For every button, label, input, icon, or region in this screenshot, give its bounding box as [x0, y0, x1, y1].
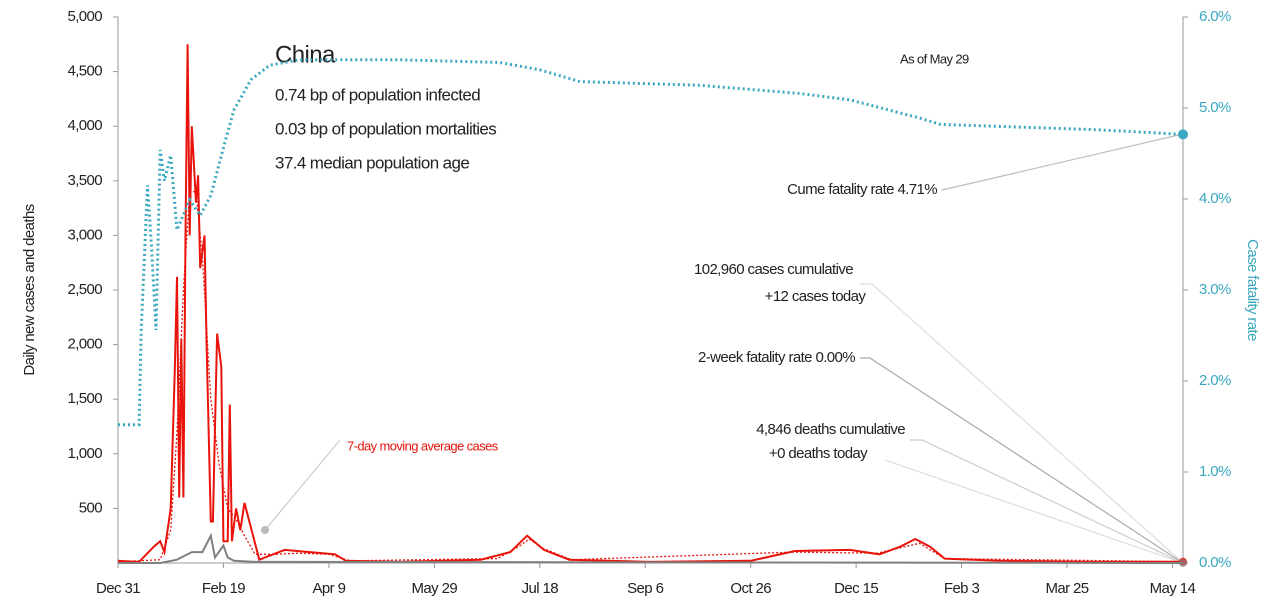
y-tick-label: 2,000 [67, 336, 102, 353]
x-tick-label: Dec 31 [96, 580, 140, 597]
leader-line [884, 459, 1184, 564]
series-line [118, 532, 1184, 564]
leader-line [264, 439, 341, 531]
x-tick-label: Jul 18 [522, 580, 559, 597]
end-marker [1179, 559, 1187, 567]
y2-tick-label: 0.0% [1199, 554, 1231, 571]
y-tick-label: 500 [79, 499, 102, 516]
leader-line [910, 439, 1184, 564]
series-line [118, 58, 1184, 427]
y-tick-label: 1,500 [67, 390, 102, 407]
x-tick-label: May 29 [412, 580, 458, 597]
series-line [117, 44, 1184, 563]
x-tick-label: Feb 3 [944, 580, 980, 597]
chart-title: China [275, 41, 336, 68]
subtitle: 0.74 bp of population infected [275, 85, 480, 104]
x-tick-label: Dec 15 [834, 580, 878, 597]
annotation: As of May 29 [900, 51, 969, 66]
leader-line [941, 133, 1184, 191]
y2-tick-label: 4.0% [1199, 190, 1231, 207]
y-tick-label: 3,000 [67, 226, 102, 243]
end-marker [1178, 129, 1188, 140]
leader-line [860, 357, 1184, 564]
y2-tick-label: 2.0% [1199, 372, 1231, 389]
annotation: 4,846 deaths cumulative [756, 421, 905, 438]
annotation: 102,960 cases cumulative [694, 261, 853, 278]
y2-tick-label: 1.0% [1199, 463, 1231, 480]
y-axis-title: Daily new cases and deaths [21, 204, 38, 375]
x-tick-label: Mar 25 [1045, 580, 1088, 597]
y2-tick-label: 6.0% [1199, 8, 1231, 25]
subtitle: 37.4 median population age [275, 153, 469, 172]
annotation: +0 deaths today [769, 445, 868, 462]
subtitle: 0.03 bp of population mortalities [275, 119, 496, 138]
y2-axis-title: Case fatality rate [1244, 239, 1261, 341]
annotation-dot [261, 526, 269, 534]
x-tick-label: Apr 9 [312, 580, 345, 597]
annotation: 7-day moving average cases [347, 438, 499, 453]
annotation: +12 cases today [765, 288, 867, 305]
x-tick-label: Sep 6 [627, 580, 663, 597]
y-tick-label: 4,500 [67, 63, 102, 80]
y-tick-label: 2,500 [67, 281, 102, 298]
y-tick-label: 1,000 [67, 445, 102, 462]
y-tick-label: 4,000 [67, 117, 102, 134]
y2-tick-label: 5.0% [1199, 99, 1231, 116]
x-tick-label: Feb 19 [202, 580, 245, 597]
y-tick-label: 5,000 [67, 8, 102, 25]
x-tick-label: May 14 [1150, 580, 1196, 597]
x-tick-label: Oct 26 [730, 580, 771, 597]
leader-line [860, 283, 1184, 564]
annotation: 2-week fatality rate 0.00% [698, 349, 855, 366]
y2-tick-label: 3.0% [1199, 281, 1231, 298]
y-tick-label: 3,500 [67, 172, 102, 189]
annotation: Cume fatality rate 4.71% [787, 181, 937, 198]
series-line [117, 191, 1184, 563]
